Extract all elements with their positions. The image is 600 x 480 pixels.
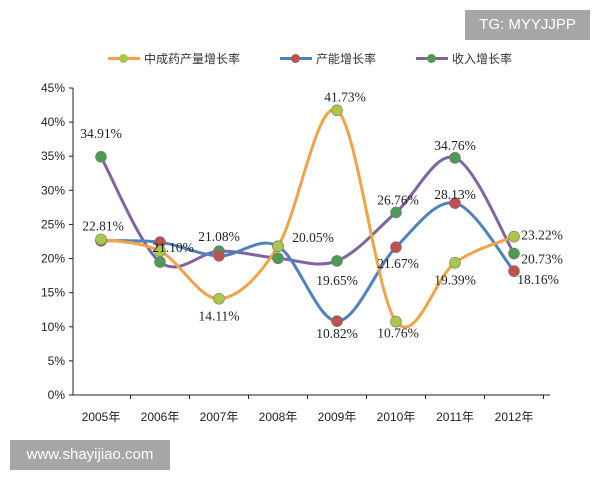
watermark-tg: TG: MYYJJPP: [465, 10, 590, 40]
y-tick-label: 40%: [41, 115, 65, 129]
x-tick-label: 2012年: [495, 410, 534, 424]
data-label: 21.67%: [377, 256, 419, 271]
legend-label: 中成药产量增长率: [144, 52, 241, 66]
y-tick-label: 45%: [41, 81, 65, 95]
legend-marker-icon: [416, 54, 449, 63]
y-tick-label: 25%: [41, 217, 65, 231]
x-tick-label: 2007年: [200, 410, 239, 424]
y-tick-label: 15%: [41, 286, 65, 300]
data-label: 10.76%: [377, 326, 419, 341]
data-point-1: [213, 250, 225, 262]
data-label: 19.65%: [316, 273, 358, 288]
watermark-url: www.shayijiao.com: [10, 440, 170, 470]
y-tick-label: 35%: [41, 149, 65, 163]
data-point-2: [272, 252, 284, 265]
data-point-2: [449, 152, 461, 164]
data-point-0: [154, 245, 166, 257]
legend-item-series-0: 中成药产量增长率: [108, 50, 240, 67]
data-point-2: [95, 151, 107, 163]
data-label: 28.13%: [434, 187, 476, 202]
data-label: 21.10%: [152, 240, 194, 255]
data-label: 21.08%: [198, 229, 240, 244]
x-tick-label: 2006年: [141, 410, 180, 424]
data-point-2: [390, 206, 402, 219]
data-point-0: [95, 233, 107, 246]
data-point-1: [390, 241, 402, 253]
legend-item-series-1: 产能增长率: [280, 50, 376, 67]
data-label: 34.76%: [434, 138, 476, 153]
data-point-0: [508, 230, 520, 243]
data-point-2: [508, 247, 520, 260]
x-tick-label: 2009年: [318, 410, 357, 424]
x-tick-label: 2005年: [82, 410, 121, 424]
data-label: 10.82%: [316, 326, 358, 341]
data-label: 22.81%: [82, 218, 124, 233]
x-tick-label: 2011年: [436, 410, 474, 424]
legend-label: 收入增长率: [452, 52, 513, 66]
y-tick-label: 20%: [41, 252, 65, 266]
data-label: 19.39%: [434, 273, 476, 288]
x-tick-label: 2010年: [377, 410, 416, 424]
series-line-0: [100, 108, 515, 329]
data-label: 20.05%: [292, 230, 334, 245]
data-point-0: [213, 292, 225, 305]
legend-marker-icon: [108, 54, 140, 63]
data-point-0: [390, 315, 402, 328]
data-label: 14.11%: [198, 309, 239, 324]
data-label: 23.22%: [521, 228, 563, 243]
data-point-0: [449, 256, 461, 269]
data-point-0: [331, 104, 343, 117]
y-tick-label: 5%: [48, 354, 66, 368]
legend-label: 产能增长率: [316, 52, 377, 66]
x-tick-label: 2008年: [259, 410, 298, 424]
legend-marker-icon: [280, 54, 313, 63]
y-tick-label: 30%: [41, 183, 65, 197]
data-point-1: [508, 265, 520, 277]
data-label: 18.16%: [517, 272, 559, 287]
legend: 中成药产量增长率 产能增长率 收入增长率: [108, 50, 512, 67]
data-label: 34.91%: [80, 126, 122, 141]
data-label: 20.73%: [521, 252, 563, 267]
legend-item-series-2: 收入增长率: [416, 50, 512, 67]
y-tick-label: 10%: [41, 320, 65, 334]
data-point-1: [331, 315, 343, 327]
y-tick-label: 0%: [48, 388, 66, 402]
data-label: 26.76%: [377, 192, 419, 207]
data-point-2: [331, 255, 343, 267]
data-point-2: [154, 256, 166, 268]
data-point-0: [272, 240, 284, 253]
data-label: 41.73%: [324, 89, 366, 104]
data-point-1: [449, 197, 461, 209]
